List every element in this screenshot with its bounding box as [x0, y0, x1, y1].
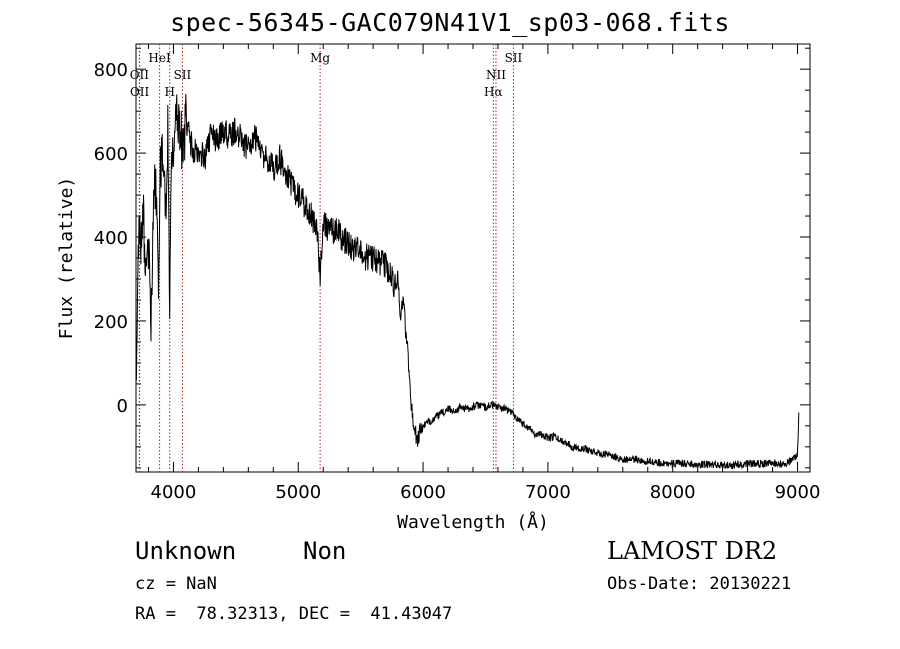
line-marker-label: OII	[130, 85, 150, 99]
plot-area	[135, 93, 800, 470]
y-tick-label: 800	[94, 60, 128, 81]
line-marker-label: H	[164, 85, 174, 99]
axis-labels: 4000 5000 6000 7000 8000 9000 0 200 400 600 800 Wav…	[56, 51, 820, 533]
line-marker-label: HeI	[148, 51, 171, 65]
line-marker-label: Hα	[484, 85, 503, 99]
y-tick-label: 200	[94, 312, 128, 333]
survey-name: LAMOST DR2	[607, 537, 778, 565]
x-tick-label: 8000	[650, 482, 696, 503]
coordinates-readout: RA = 78.32313, DEC = 41.43047	[135, 604, 453, 624]
y-tick-label: 600	[94, 144, 128, 165]
x-tick-label: 6000	[400, 482, 446, 503]
emission-line-markers	[138, 44, 514, 472]
spectrum-line	[135, 93, 800, 470]
line-marker-label: Mg	[310, 51, 330, 65]
observation-date: Obs-Date: 20130221	[607, 574, 792, 594]
x-tick-label: 5000	[275, 482, 321, 503]
object-subclass: Non	[303, 537, 347, 565]
x-tick-label: 7000	[525, 482, 571, 503]
line-marker-label: OII	[130, 68, 150, 82]
x-tick-label: 4000	[151, 482, 197, 503]
object-class: Unknown	[135, 537, 237, 565]
x-axis-label: Wavelength (Å)	[397, 511, 549, 533]
line-marker-label: NII	[486, 68, 506, 82]
axes	[135, 43, 811, 473]
line-marker-label: SII	[505, 51, 523, 65]
x-tick-label: 9000	[775, 482, 821, 503]
y-tick-label: 0	[117, 396, 128, 417]
line-marker-label: SII	[174, 68, 192, 82]
y-axis-label: Flux (relative)	[56, 177, 77, 340]
y-tick-label: 400	[94, 228, 128, 249]
chart-title: spec-56345-GAC079N41V1_sp03-068.fits	[170, 8, 730, 37]
redshift-readout: cz = NaN	[135, 574, 217, 594]
